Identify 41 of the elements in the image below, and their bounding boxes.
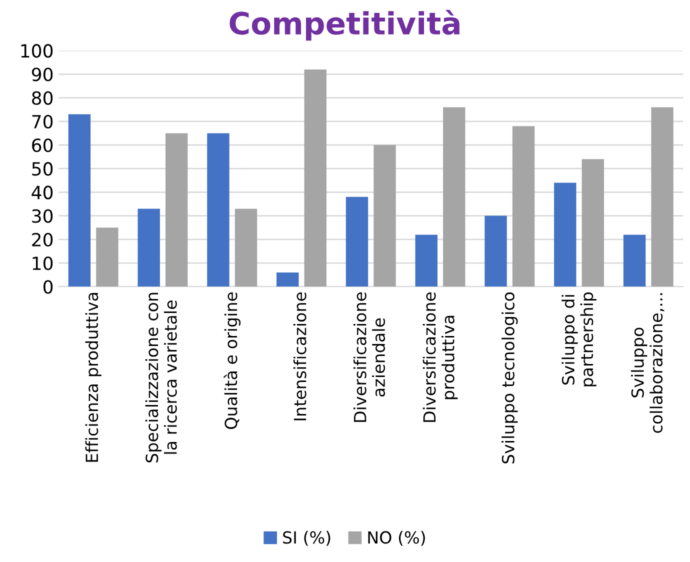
bar [234, 208, 258, 287]
bar [374, 144, 396, 287]
x-tick-label: Diversificazione aziendale [353, 292, 386, 422]
legend-label: NO (%) [368, 530, 425, 546]
y-tick-label: 30 [32, 209, 53, 223]
y-tick-label: 70 [32, 114, 53, 129]
bar [68, 114, 91, 287]
x-tick-label: Qualità e origine [224, 292, 241, 430]
bar [512, 126, 535, 287]
x-tick-label: Diversificazione produttiva [422, 292, 458, 422]
bar [346, 196, 368, 287]
x-tick-label: Sviluppo tecnologico [502, 292, 518, 464]
x-tick-label: Specializzazione con la ricerca varietale [145, 292, 177, 462]
y-tick-label: 40 [32, 186, 53, 200]
legend-label: SI (%) [283, 530, 330, 546]
bar [554, 182, 576, 287]
bar [484, 216, 507, 287]
bar [138, 208, 160, 287]
bar [166, 133, 188, 287]
x-tick-label: Sviluppo collaborazione,... [631, 293, 664, 433]
bar [304, 69, 326, 287]
bar [415, 234, 438, 287]
y-tick-label: 20 [32, 232, 53, 247]
bar [443, 107, 466, 287]
bar [623, 234, 646, 287]
y-tick-label: 10 [32, 256, 53, 270]
x-tick-label: Efficienza produttiva [85, 292, 102, 462]
y-tick-label: 100 [21, 44, 53, 58]
y-tick-label: 50 [32, 162, 53, 176]
y-tick-label: 90 [32, 68, 53, 82]
bar [651, 107, 674, 287]
bar [582, 159, 604, 287]
bar [276, 272, 299, 287]
y-tick-label: 0 [43, 280, 53, 294]
y-tick-label: 60 [32, 138, 53, 152]
x-tick-label: Sviluppo di partnership [562, 292, 596, 386]
bar [96, 228, 118, 287]
chart-title: Competitività [230, 10, 460, 41]
y-tick-label: 80 [32, 91, 53, 105]
bar [207, 133, 230, 287]
x-tick-label: Intensificazione [293, 292, 306, 420]
